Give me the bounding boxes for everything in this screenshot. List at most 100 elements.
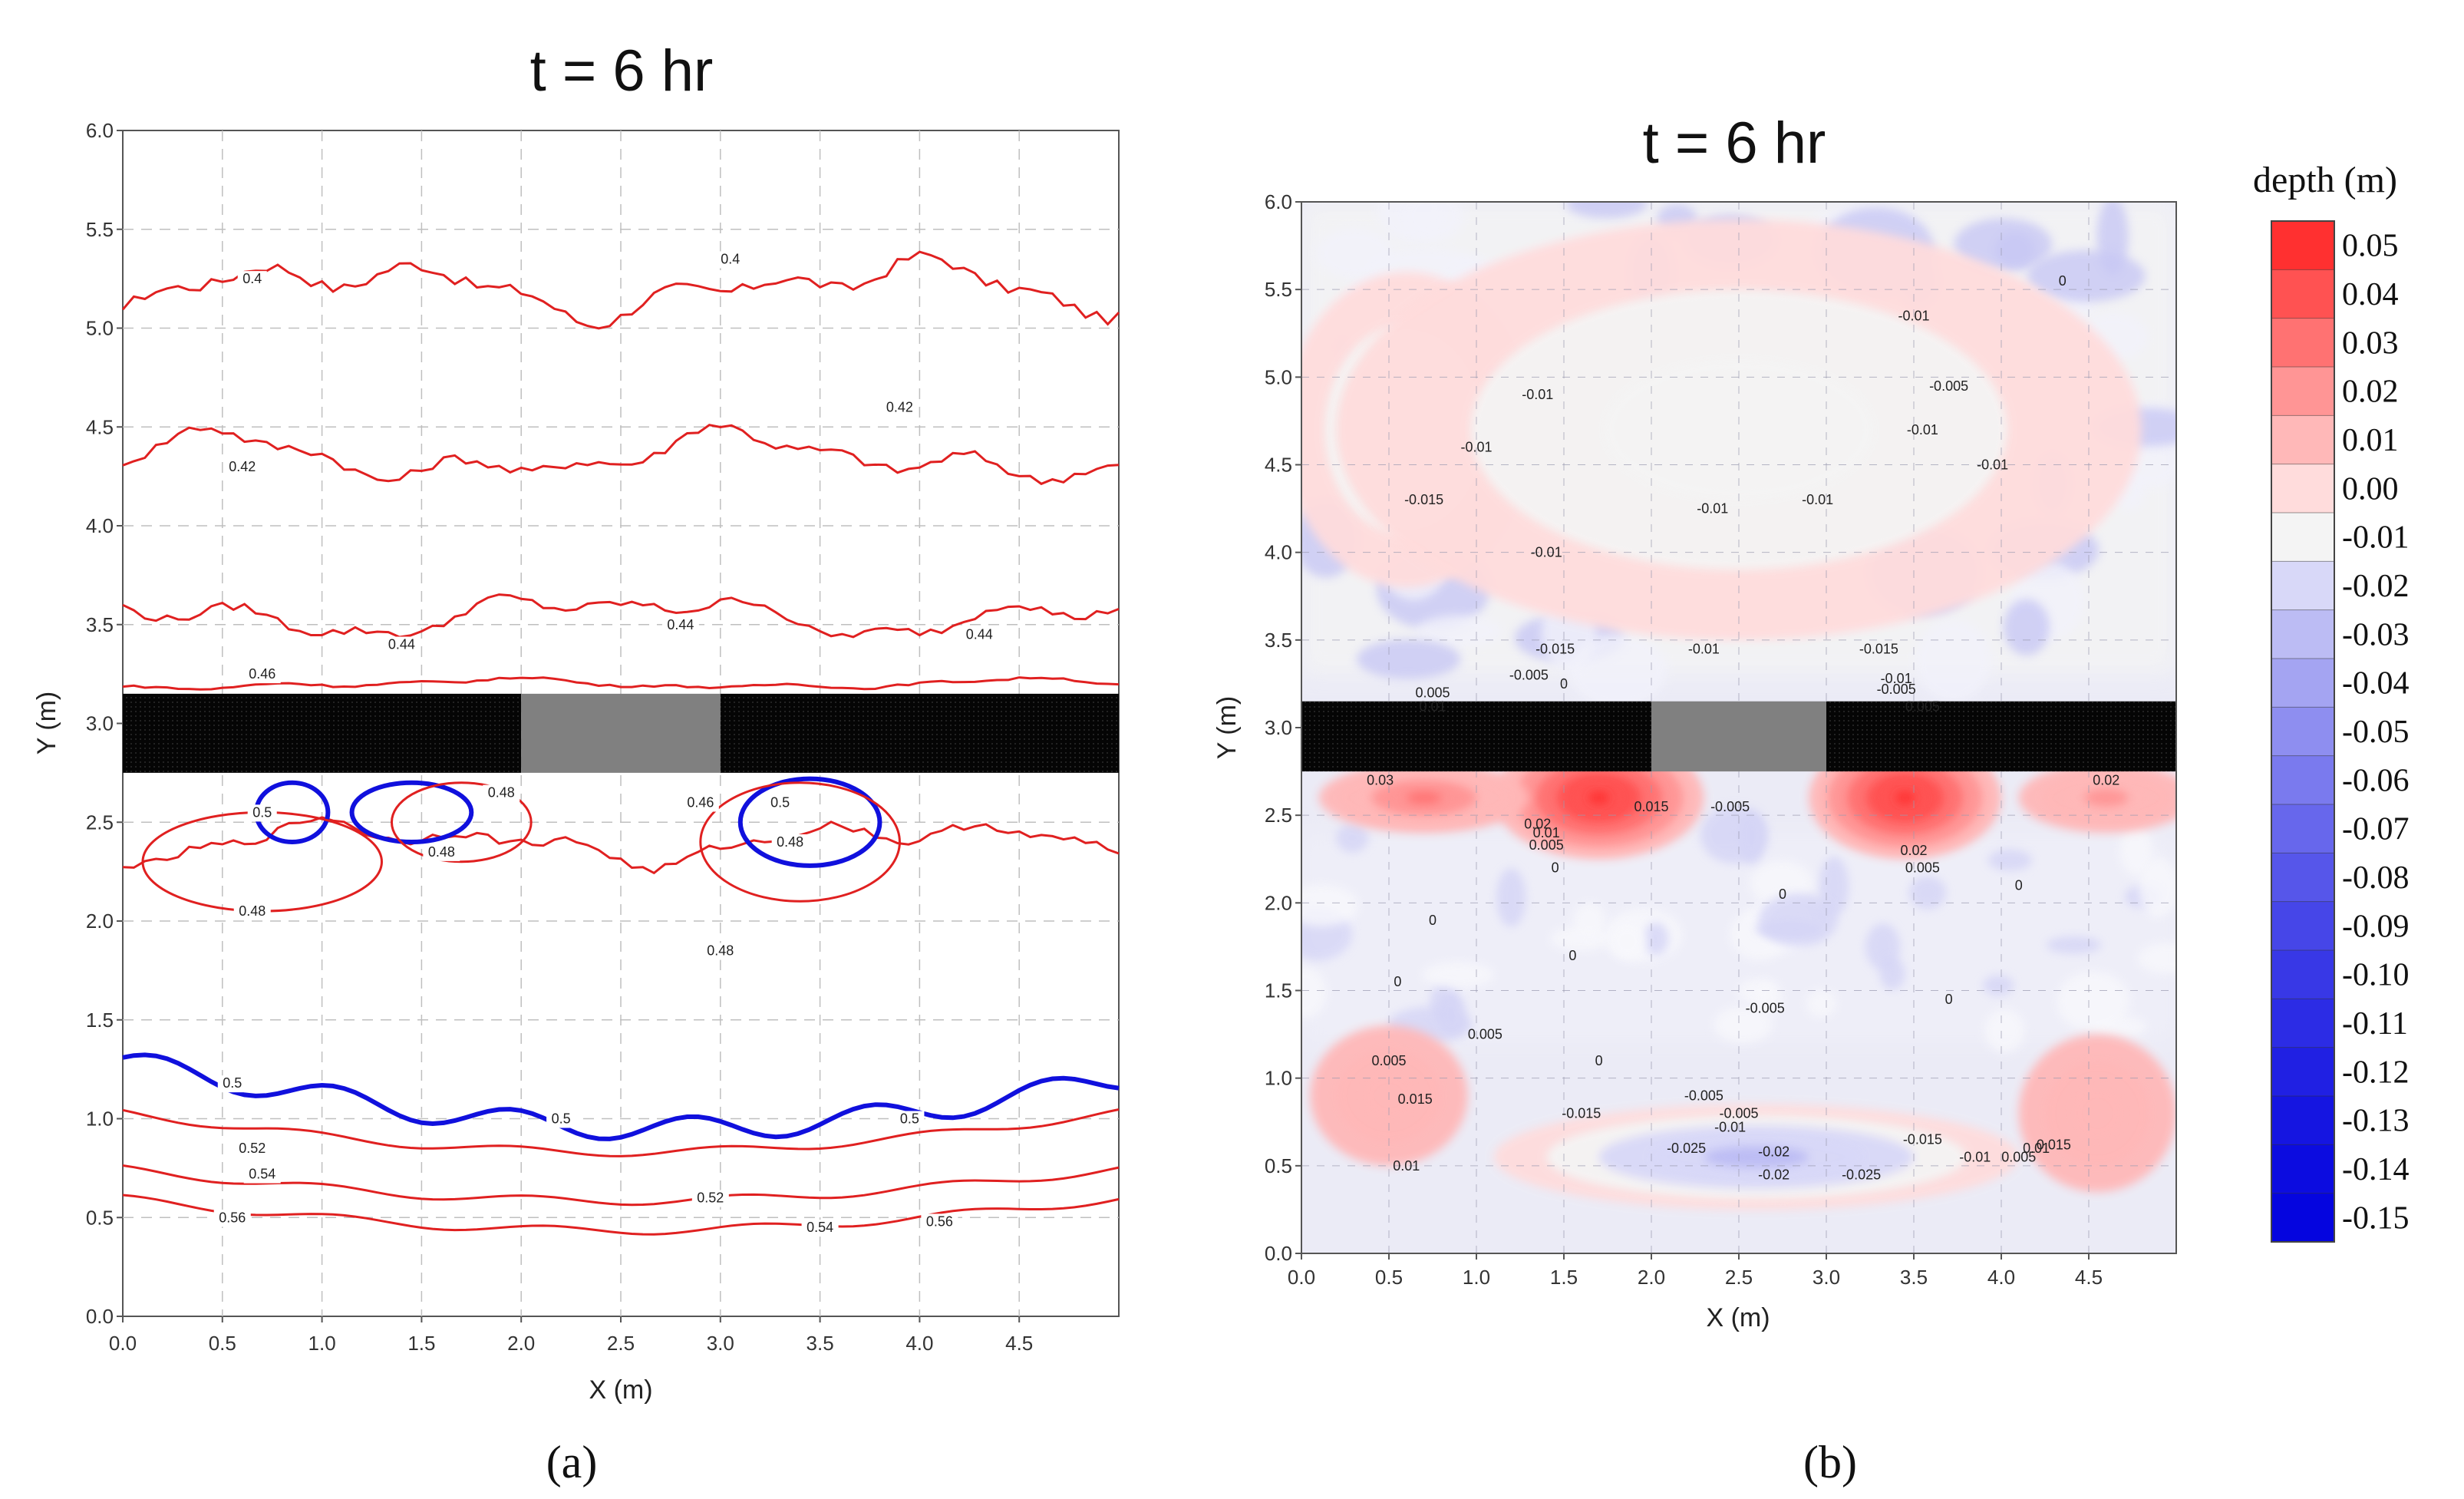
- contour-label: 0.4: [242, 271, 262, 286]
- contour-label: -0.01: [1802, 492, 1833, 507]
- panel-a-x-ticks: 0.0 0.5 1.0 1.5 2.0 2.5 3.0 3.5 4.0 4.5: [109, 1316, 1033, 1355]
- contour-label: -0.01: [1522, 387, 1553, 402]
- breakwater-left: [123, 693, 522, 773]
- y-tick-label: 6.0: [86, 119, 114, 142]
- panel-b-caption: (b): [1803, 1437, 1857, 1487]
- contour-label: -0.01: [1977, 457, 2008, 473]
- y-tick-label: 3.0: [1265, 716, 1292, 739]
- contour-label-bg: [213, 1210, 251, 1227]
- contour-label-bg: [765, 794, 795, 812]
- contour-label: 0.52: [697, 1190, 724, 1206]
- colorbar-swatch: [2271, 853, 2334, 903]
- mottle: [1739, 810, 1765, 864]
- x-tick-label: 1.0: [308, 1332, 336, 1355]
- y-tick-label: 4.0: [1265, 541, 1292, 564]
- y-tick-label: 5.5: [86, 218, 114, 241]
- contour-label: 0.48: [707, 943, 734, 959]
- y-tick-label: 2.0: [86, 910, 114, 933]
- contour-line-0-42: [122, 424, 1120, 486]
- mottle: [2046, 936, 2102, 954]
- contour-label-bg: [661, 616, 699, 634]
- panel-b-y-ticks: 0.0 0.5 1.0 1.5 2.0 2.5 3.0 3.5 4.0 4.5 5.0 5.5 6.0: [1265, 190, 1301, 1265]
- y-tick-label: 0.5: [86, 1206, 114, 1229]
- x-tick-label: 3.5: [806, 1332, 834, 1355]
- colorbar-swatch: [2271, 464, 2334, 513]
- colorbar-swatch: [2271, 999, 2334, 1048]
- contour-label-bg: [691, 1190, 729, 1207]
- contour-label: -0.01: [1688, 641, 1720, 656]
- colorbar-label: 0.04: [2342, 277, 2399, 312]
- colorbar-swatch: [2271, 950, 2334, 999]
- mottle: [2027, 249, 2146, 302]
- x-tick-label: 2.0: [1638, 1266, 1665, 1289]
- contour-line-0-52: [122, 1108, 1120, 1157]
- colorbar-swatch: [2271, 901, 2334, 951]
- contour-label-bg: [895, 1111, 925, 1128]
- contour-line-0-44: [122, 593, 1120, 639]
- contour-label: -0.01: [1697, 501, 1728, 517]
- contour-label: 0.5: [552, 1111, 571, 1127]
- x-tick-label: 4.5: [1005, 1332, 1033, 1355]
- contour-label: -0.015: [1535, 641, 1575, 656]
- contour-loop: [699, 781, 901, 903]
- colorbar-swatch: [2271, 561, 2334, 611]
- contour-label-bg: [423, 844, 460, 861]
- colorbar-swatch: [2271, 221, 2334, 270]
- colorbar: 0.05 0.04 0.03 0.02 0.01 0.00 -0.01 -0.02 -0.03 -…: [2271, 220, 2410, 1243]
- colorbar-swatch: [2271, 1047, 2334, 1097]
- contour-label-bg: [715, 251, 745, 269]
- contour-label: -0.005: [1877, 682, 1916, 697]
- colorbar-swatch: [2271, 367, 2334, 416]
- panel-a-ylabel: Y (m): [32, 692, 61, 754]
- mottle: [1879, 957, 1905, 990]
- contour-label: 0.02: [2093, 773, 2119, 788]
- x-tick-label: 4.0: [905, 1332, 933, 1355]
- contour-line-0-46: [122, 676, 1120, 691]
- colorbar-label: -0.12: [2342, 1055, 2410, 1090]
- contour-label: 0.44: [388, 637, 415, 652]
- mottle: [1908, 876, 1947, 910]
- contour-label: 0.44: [667, 617, 694, 632]
- contour-label: -0.015: [1404, 492, 1443, 507]
- mottle: [1566, 202, 1648, 219]
- contour-label: 0.46: [249, 666, 275, 682]
- mottle: [1301, 966, 1327, 1019]
- contour-label: 0.02: [1900, 843, 1927, 858]
- x-tick-label: 0.5: [209, 1332, 236, 1355]
- colorbar-swatch: [2271, 804, 2334, 854]
- panel-b-depth-field: [1301, 202, 2176, 1210]
- colorbar-title: depth (m): [2253, 160, 2397, 200]
- y-tick-label: 3.0: [86, 712, 114, 735]
- contour-label: -0.005: [1684, 1088, 1723, 1104]
- mottle: [2139, 857, 2176, 918]
- panel-b-xlabel: X (m): [1706, 1303, 1770, 1332]
- contour-line-0-48: [122, 816, 1120, 875]
- contour-loop: [737, 776, 882, 868]
- colorbar-label: 0.02: [2342, 375, 2399, 410]
- colorbar-swatch: [2271, 707, 2334, 757]
- y-tick-label: 1.0: [86, 1108, 114, 1131]
- contour-label: 0.015: [2037, 1137, 2071, 1152]
- accretion-zone: [1588, 791, 1610, 804]
- x-tick-label: 3.0: [1813, 1266, 1840, 1289]
- contour-label: -0.02: [1758, 1167, 1789, 1182]
- contour-label-bg: [237, 271, 267, 289]
- contour-label: 0: [1945, 992, 1953, 1007]
- contour-label: 0.42: [886, 400, 913, 415]
- colorbar-swatch: [2271, 269, 2334, 319]
- contour-label-bg: [881, 399, 919, 417]
- contour-label-bg: [701, 943, 739, 960]
- contour-label: 0: [1429, 913, 1437, 928]
- panel-b-ylabel: Y (m): [1212, 696, 1242, 759]
- contour-label: 0.52: [239, 1141, 266, 1156]
- mottle: [1608, 923, 1646, 960]
- colorbar-swatch: [2271, 609, 2334, 659]
- panel-a-plot-area: 0.4 0.4 0.42 0.42 0.44 0.44 0.44 0.46 0.46 0.48 0.…: [121, 130, 1120, 1317]
- contour-label: -0.025: [1667, 1141, 1706, 1156]
- contour-label-bg: [546, 1111, 576, 1128]
- y-tick-label: 5.0: [1265, 365, 1292, 388]
- contour-label: 0.005: [1905, 860, 1940, 876]
- x-tick-label: 1.0: [1463, 1266, 1490, 1289]
- colorbar-swatch: [2271, 755, 2334, 805]
- mottle: [2057, 971, 2130, 1032]
